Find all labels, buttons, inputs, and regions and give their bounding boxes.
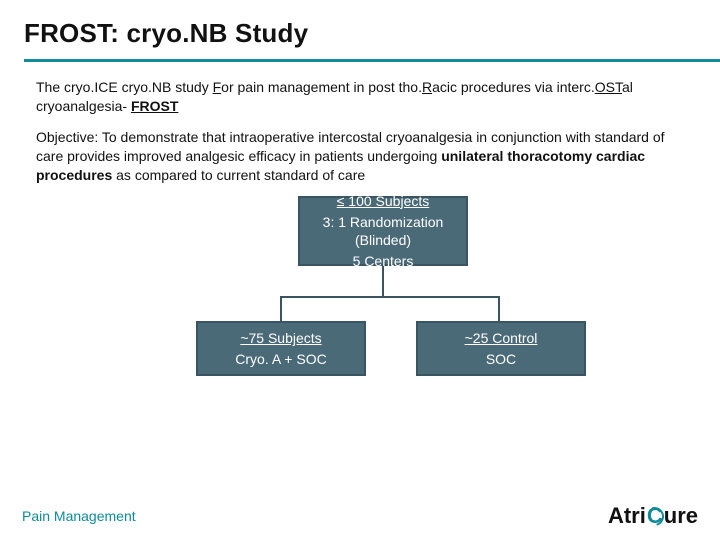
- diagram-root-box: ≤ 100 Subjects3: 1 Randomization (Blinde…: [298, 196, 468, 266]
- diagram-arm-a-box: ~75 SubjectsCryo. A + SOC: [196, 321, 366, 376]
- footer: Pain Management AtriCure: [0, 492, 720, 540]
- page-title: FROST: cryo.NB Study: [24, 18, 720, 49]
- study-acronym-paragraph: The cryo.ICE cryo.NB study For pain mana…: [36, 78, 692, 116]
- diagram-connector: [498, 296, 500, 321]
- brand-suffix: ure: [664, 503, 698, 529]
- diagram-arm-b-box: ~25 ControlSOC: [416, 321, 586, 376]
- diagram-connector: [280, 296, 282, 321]
- brand-accent-letter: C: [646, 503, 664, 529]
- brand-logo: AtriCure: [608, 503, 698, 529]
- diagram-connector: [382, 266, 384, 296]
- brand-prefix: Atri: [608, 503, 646, 529]
- objective-paragraph: Objective: To demonstrate that intraoper…: [36, 128, 692, 185]
- footer-section-label: Pain Management: [22, 508, 136, 524]
- randomization-diagram: ≤ 100 Subjects3: 1 Randomization (Blinde…: [36, 196, 692, 406]
- diagram-connector: [280, 296, 500, 298]
- body-copy: The cryo.ICE cryo.NB study For pain mana…: [0, 62, 720, 406]
